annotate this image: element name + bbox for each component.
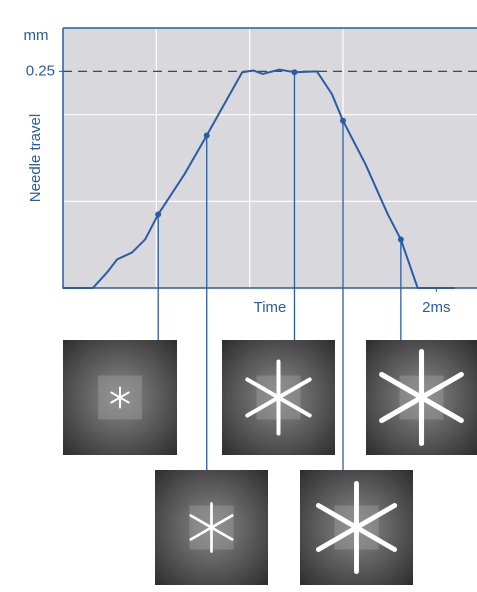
y-tick-label: 0.25 (26, 62, 55, 79)
spray-photo (63, 340, 177, 455)
y-unit: mm (24, 27, 49, 44)
plot-area (63, 28, 477, 288)
y-axis-label: Needle travel (27, 114, 44, 202)
x-tick-label: 2ms (422, 299, 450, 316)
chart: mm Needle travel Time 0.25 2ms (0, 0, 477, 592)
spray-photo (366, 340, 477, 455)
point-marker (204, 132, 210, 138)
spray-photo (155, 470, 268, 585)
point-marker (340, 118, 346, 124)
x-axis-label: Time (254, 299, 287, 316)
point-marker (155, 211, 161, 217)
point-marker (398, 236, 404, 242)
point-marker (291, 69, 297, 75)
spray-photo (300, 470, 413, 585)
spray-photo (222, 340, 335, 455)
